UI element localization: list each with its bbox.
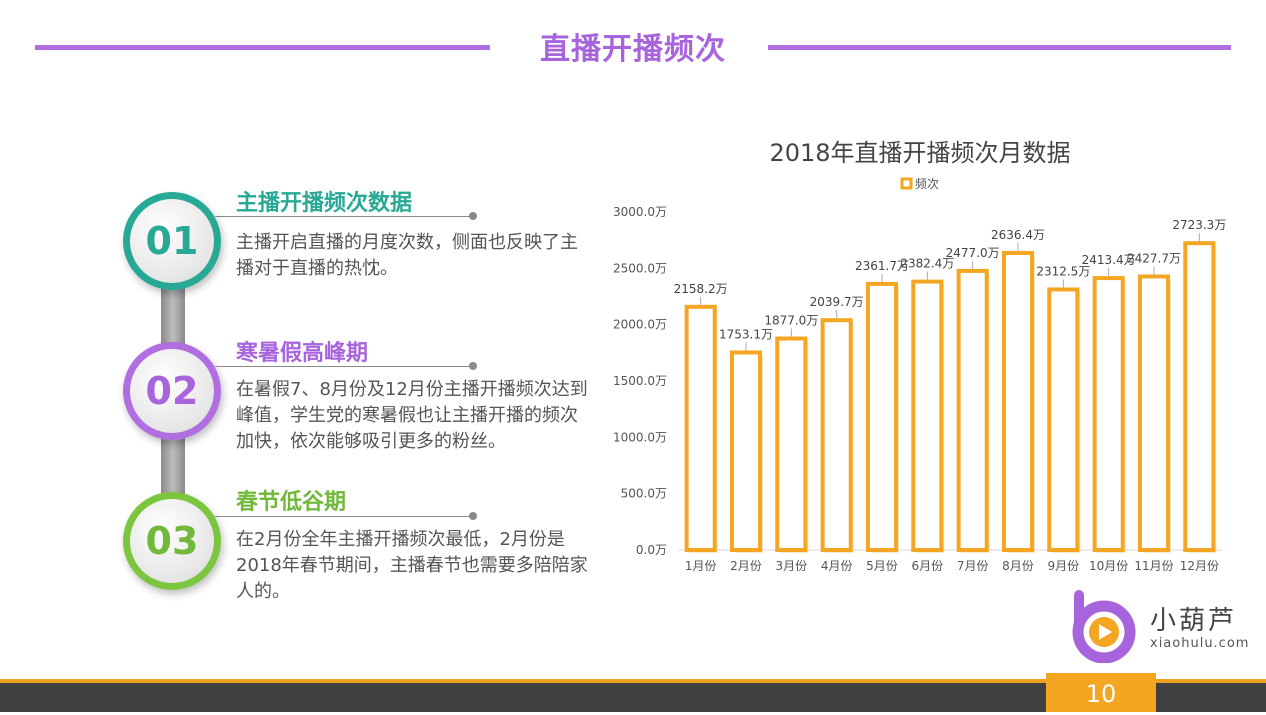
- y-tick-label: 2500.0万: [613, 261, 667, 275]
- data-label: 1753.1万: [719, 327, 773, 341]
- y-tick-label: 1500.0万: [613, 374, 667, 388]
- bar: [820, 318, 853, 552]
- x-tick-label: 2月份: [730, 559, 762, 573]
- step-2-line-2: 峰值，学生党的寒暑假也让主播开播的频次: [236, 405, 578, 426]
- x-tick-label: 10月份: [1089, 559, 1128, 573]
- bar: [1001, 250, 1035, 552]
- data-label: 2158.2万: [674, 282, 728, 296]
- step-3-line-1: 在2月份全年主播开播频次最低，2月份是: [236, 529, 565, 550]
- bar: [1137, 274, 1171, 553]
- step-2-description: 在暑假7、8月份及12月份主播开播频次达到 峰值，学生党的寒暑假也让主播开播的频…: [236, 377, 596, 455]
- step-1-description: 主播开启直播的月度次数，侧面也反映了主 播对于直播的热忱。: [236, 230, 596, 282]
- data-label: 2723.3万: [1172, 218, 1226, 232]
- data-label: 2382.4万: [900, 257, 954, 271]
- step-3-badge: 03: [123, 492, 221, 590]
- data-label: 2361.7万: [855, 259, 909, 273]
- data-label: 2312.5万: [1036, 264, 1090, 278]
- x-tick-label: 11月份: [1134, 559, 1173, 573]
- x-tick-label: 12月份: [1180, 559, 1219, 573]
- data-label: 1877.0万: [764, 314, 818, 328]
- y-tick-label: 0.0万: [636, 543, 667, 557]
- bar: [1183, 241, 1216, 552]
- data-label: 2427.7万: [1127, 251, 1181, 265]
- logo-name: 小葫芦: [1150, 606, 1238, 636]
- step-1-line-2: 播对于直播的热忱。: [236, 258, 398, 279]
- y-tick-label: 2000.0万: [613, 318, 667, 332]
- page-number: 10: [1046, 673, 1156, 712]
- step-3-line-2: 2018年春节期间，主播春节也需要多陪陪家: [236, 555, 588, 576]
- bar-chart: 频次 0.0万 500.0万 1000.0万 1500.0万 2000.0万 2500.0…: [613, 177, 1226, 573]
- bar: [865, 281, 899, 552]
- step-1-title: 主播开播频次数据: [236, 191, 413, 216]
- step-2-title: 寒暑假高峰期: [236, 341, 369, 366]
- bar: [775, 336, 808, 552]
- x-tick-label: 7月份: [957, 559, 989, 573]
- x-tick-label: 9月份: [1048, 559, 1080, 573]
- bar: [956, 268, 989, 553]
- y-axis: 0.0万 500.0万 1000.0万 1500.0万 2000.0万 2500.0万 30…: [613, 205, 1222, 557]
- bar: [1092, 276, 1125, 552]
- x-tick-label: 8月份: [1002, 559, 1034, 573]
- bar: [911, 279, 944, 552]
- step-3-rule: [215, 516, 473, 517]
- bar-series: [684, 241, 1217, 553]
- step-2-line-1: 在暑假7、8月份及12月份主播开播频次达到: [236, 379, 588, 400]
- x-tick-label: 5月份: [866, 559, 898, 573]
- bar: [729, 350, 763, 552]
- legend-label: 频次: [915, 177, 939, 191]
- step-2-line-3: 加快，依次能够吸引更多的粉丝。: [236, 431, 506, 452]
- step-2-rule-dot: [469, 362, 477, 370]
- x-tick-label: 4月份: [821, 559, 853, 573]
- x-axis: 1月份 2月份 3月份 4月份 5月份 6月份 7月份 8月份 9月份 10月份 11月份 12月份: [685, 559, 1219, 573]
- chart-title: 2018年直播开播频次月数据: [769, 139, 1071, 167]
- y-tick-label: 1000.0万: [613, 430, 667, 444]
- title-rule-left: [35, 45, 490, 50]
- data-label: 2039.7万: [810, 295, 864, 309]
- page-title: 直播开播频次: [540, 32, 726, 67]
- data-label: 2477.0万: [946, 246, 1000, 260]
- step-1-badge: 01: [123, 192, 221, 290]
- x-tick-label: 3月份: [776, 559, 808, 573]
- step-1-rule: [215, 216, 473, 217]
- data-label: 2413.4万: [1082, 253, 1136, 267]
- legend-swatch: [900, 177, 913, 190]
- step-1-line-1: 主播开启直播的月度次数，侧面也反映了主: [236, 232, 578, 253]
- step-3-title: 春节低谷期: [236, 490, 347, 515]
- step-3-line-3: 人的。: [236, 581, 290, 602]
- logo-site: xiaohulu.com: [1150, 636, 1250, 651]
- step-2-rule: [215, 366, 473, 367]
- step-3-rule-dot: [469, 512, 477, 520]
- y-tick-label: 3000.0万: [613, 205, 667, 219]
- step-2-badge: 02: [123, 342, 221, 440]
- footer-accent-strip: [0, 679, 1266, 683]
- xiaohulu-logo: [1072, 590, 1136, 663]
- y-tick-label: 500.0万: [621, 487, 667, 501]
- title-rule-right: [768, 45, 1231, 50]
- data-label: 2636.4万: [991, 228, 1045, 242]
- x-tick-label: 6月份: [912, 559, 944, 573]
- step-1-rule-dot: [469, 212, 477, 220]
- bar: [1047, 287, 1080, 552]
- step-3-description: 在2月份全年主播开播频次最低，2月份是 2018年春节期间，主播春节也需要多陪陪…: [236, 527, 596, 605]
- bar: [684, 304, 717, 552]
- chart-legend: 频次: [900, 177, 939, 191]
- x-tick-label: 1月份: [685, 559, 717, 573]
